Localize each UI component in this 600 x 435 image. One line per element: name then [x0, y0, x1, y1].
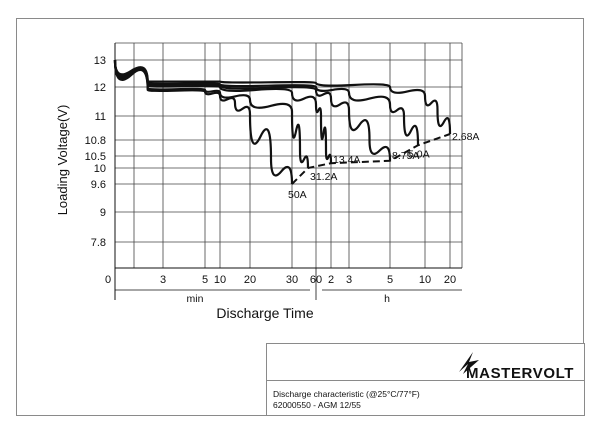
x-tick-label-h: 20	[444, 274, 456, 286]
series-label: 2.68A	[452, 131, 479, 143]
x-tick-label-h: 5	[387, 274, 393, 286]
x-tick-label-h: 3	[346, 274, 352, 286]
series-curve-2.68A	[113, 59, 452, 135]
y-tick-label: 10	[94, 163, 106, 175]
series-curve-50A	[113, 59, 294, 185]
series-curve-31.2A	[113, 59, 310, 169]
y-axis-title: Loading Voltage(V)	[55, 105, 70, 216]
grid	[115, 42, 463, 268]
series-label: 13.4A	[333, 154, 360, 166]
y-tick-label: 10.8	[85, 135, 106, 147]
series-label: 31.2A	[310, 171, 337, 183]
x-tick-label-min: 3	[160, 274, 166, 286]
y-tick-label: 9.6	[91, 179, 106, 191]
x-tick-label-h: 2	[328, 274, 334, 286]
series-label: 50A	[288, 189, 307, 201]
x-axis-title: Discharge Time	[216, 305, 313, 321]
caption-line-1: Discharge characteristic (@25°C/77°F)	[273, 389, 420, 399]
x-unit-min-label: min	[187, 293, 204, 305]
series-curve-13.4A	[113, 59, 333, 164]
brand-name: MASTERVOLT	[466, 365, 574, 382]
x-unit-h-label: h	[384, 293, 390, 305]
x-tick-label-min: 60	[310, 274, 322, 286]
y-tick-label: 10.5	[85, 151, 106, 163]
curves	[113, 59, 452, 185]
series-label: 5.0A	[408, 148, 430, 160]
y-tick-label: 7.8	[91, 237, 106, 249]
series-curve-5.0A	[113, 59, 420, 146]
x-tick-label-h: 10	[419, 274, 431, 286]
y-tick-label: 12	[94, 82, 106, 94]
y-tick-label: 13	[94, 55, 106, 67]
x-tick-label-min: 10	[214, 274, 226, 286]
caption-line-2: 62000550 - AGM 12/55	[273, 400, 361, 410]
x-tick-label-min: 5	[202, 274, 208, 286]
info-box: MASTERVOLT Discharge characteristic (@25…	[266, 343, 585, 416]
x-tick-label-min: 20	[244, 274, 256, 286]
mastervolt-logo-icon	[459, 352, 479, 374]
series-label: 8.75A	[392, 150, 419, 162]
y-tick-label: 9	[100, 207, 106, 219]
axes	[114, 43, 462, 300]
series-curve-8.75A	[113, 59, 392, 161]
x-tick-label-min: 0	[105, 274, 111, 286]
x-tick-label-min: 30	[286, 274, 298, 286]
y-tick-label: 11	[95, 111, 106, 123]
info-divider	[267, 380, 584, 381]
